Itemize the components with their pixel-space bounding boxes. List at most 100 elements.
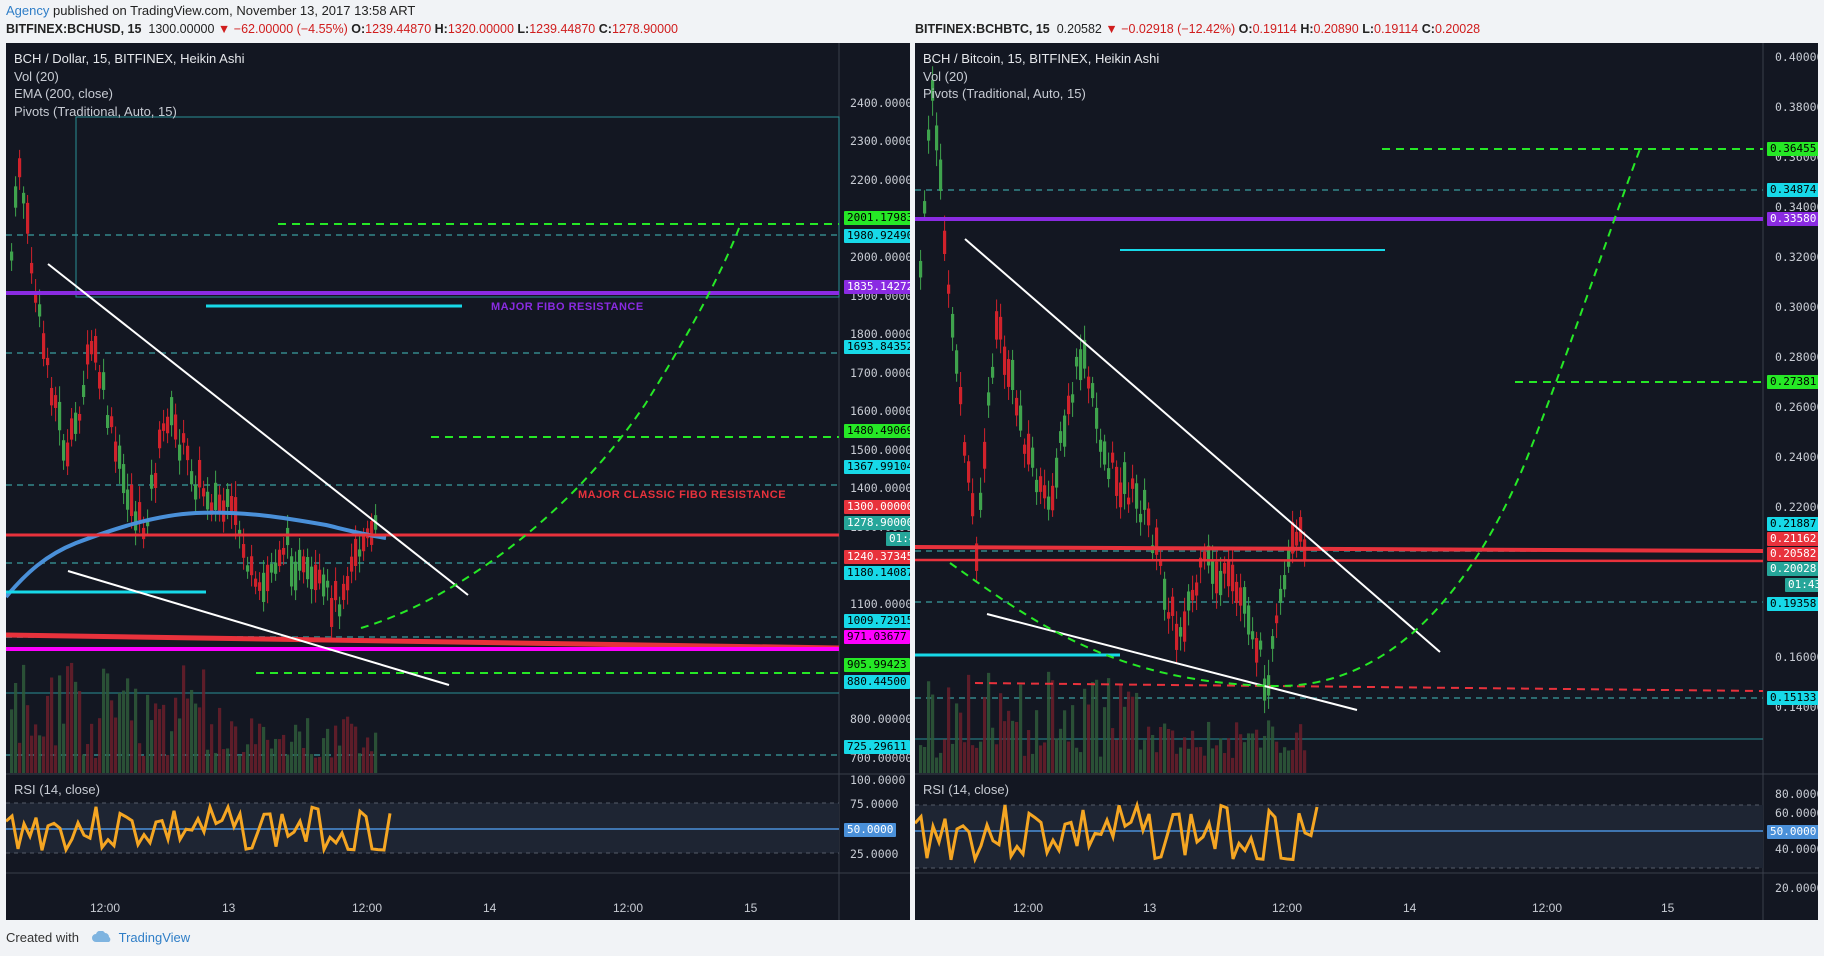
- right-chart-panel[interactable]: BCH / Bitcoin, 15, BITFINEX, Heikin Ashi…: [915, 43, 1818, 920]
- volume-bar: [1087, 704, 1091, 773]
- red-resistance-line[interactable]: [915, 545, 1764, 553]
- candle-body: [1287, 549, 1291, 567]
- descending-trendline[interactable]: [964, 238, 1441, 653]
- price-tick-label: 2200.00000: [850, 173, 910, 187]
- right-open: 0.19114: [1252, 22, 1297, 36]
- price-tick-label: 2400.00000: [850, 96, 910, 110]
- volume-bar: [1007, 710, 1011, 773]
- volume-bar: [1255, 729, 1259, 773]
- lower-trendline[interactable]: [67, 570, 450, 686]
- candle-body: [178, 444, 182, 461]
- volume-bar: [1031, 753, 1035, 773]
- volume-bar: [94, 757, 98, 773]
- volume-bar: [1067, 741, 1071, 773]
- candle-body: [114, 441, 118, 462]
- volume-bar: [338, 745, 342, 773]
- right-chart-canvas[interactable]: [915, 43, 1818, 920]
- volume-bar: [1035, 710, 1039, 773]
- volume-bar: [1155, 752, 1159, 773]
- volume-bar: [130, 720, 134, 773]
- volume-bar: [194, 703, 198, 773]
- candle-body: [1091, 383, 1095, 399]
- volume-bar: [1243, 742, 1247, 773]
- volume-bar: [1027, 730, 1031, 773]
- volume-bar: [234, 726, 238, 773]
- volume-bar: [154, 703, 158, 773]
- descending-trendline[interactable]: [47, 263, 469, 596]
- candle-body: [30, 262, 34, 274]
- candle-body: [206, 491, 210, 510]
- volume-bar: [22, 664, 26, 773]
- lower-trendline[interactable]: [986, 613, 1358, 711]
- right-volume-indicator[interactable]: Vol (20): [923, 68, 968, 84]
- volume-bar: [1071, 705, 1075, 773]
- candle-body: [943, 230, 947, 255]
- volume-bar: [30, 735, 34, 773]
- volume-bar: [1215, 745, 1219, 773]
- left-symbol[interactable]: BITFINEX:BCHUSD, 15: [6, 22, 142, 36]
- candle-body: [82, 385, 86, 397]
- volume-bar: [134, 688, 138, 773]
- volume-bar: [186, 698, 190, 773]
- publish-info: published on TradingView.com, November 1…: [53, 3, 416, 18]
- classic-fibo-annotation[interactable]: MAJOR CLASSIC FIBO RESISTANCE: [578, 489, 787, 501]
- right-symbol[interactable]: BITFINEX:BCHBTC, 15: [915, 22, 1050, 36]
- volume-bar: [98, 718, 102, 773]
- volume-bar: [330, 757, 334, 773]
- volume-bar: [1139, 749, 1143, 773]
- candle-body: [306, 557, 310, 580]
- red-support-line[interactable]: [6, 632, 840, 651]
- left-pivots-indicator[interactable]: Pivots (Traditional, Auto, 15): [14, 103, 177, 119]
- candle-body: [86, 344, 90, 365]
- author-link[interactable]: Agency: [6, 3, 50, 18]
- red-resistance-line-2[interactable]: [915, 558, 1764, 563]
- volume-bar: [42, 736, 46, 773]
- candle-body: [995, 311, 999, 340]
- right-high: 0.20890: [1313, 22, 1359, 36]
- left-chart-canvas[interactable]: [6, 43, 910, 920]
- candle-body: [1191, 589, 1195, 601]
- candle-body: [1071, 394, 1075, 403]
- left-rsi-label[interactable]: RSI (14, close): [14, 782, 100, 797]
- candle-body: [963, 442, 967, 456]
- candle-body: [338, 604, 342, 617]
- red-dashed-support[interactable]: [974, 682, 1764, 692]
- volume-bar: [226, 748, 230, 773]
- candle-body: [22, 192, 26, 204]
- candle-body: [274, 562, 278, 574]
- candle-body: [1215, 561, 1219, 594]
- volume-bar: [110, 700, 114, 773]
- volume-bar: [282, 734, 286, 773]
- volume-bar: [1015, 721, 1019, 773]
- left-ema-indicator[interactable]: EMA (200, close): [14, 86, 113, 101]
- candle-body: [1203, 551, 1207, 561]
- left-candles: [10, 149, 378, 641]
- volume-bar: [1239, 734, 1243, 773]
- candle-body: [218, 494, 222, 514]
- tradingview-link[interactable]: TradingView: [118, 930, 191, 945]
- left-close-label: C:: [598, 22, 612, 36]
- volume-bar: [274, 738, 278, 773]
- candle-body: [346, 576, 350, 591]
- candle-body: [314, 564, 318, 591]
- volume-bar: [1195, 747, 1199, 773]
- volume-bar: [46, 695, 50, 773]
- left-volume-indicator[interactable]: Vol (20): [14, 68, 59, 84]
- price-tag: 1367.99104: [844, 460, 910, 474]
- volume-bar: [290, 741, 294, 773]
- right-rsi-label[interactable]: RSI (14, close): [923, 782, 1009, 797]
- left-chart-panel[interactable]: BCH / Dollar, 15, BITFINEX, Heikin Ashi …: [6, 43, 910, 920]
- right-pivots-indicator[interactable]: Pivots (Traditional, Auto, 15): [923, 86, 1086, 101]
- price-tick-label: 1400.00000: [850, 481, 910, 495]
- fibo-annotation[interactable]: MAJOR FIBO RESISTANCE: [491, 301, 644, 313]
- candle-body: [330, 597, 334, 627]
- volume-bar: [106, 673, 110, 773]
- price-tag: 2001.17983: [844, 211, 910, 225]
- volume-bar: [931, 694, 935, 773]
- candle-body: [975, 543, 979, 571]
- candle-body: [1279, 588, 1283, 603]
- candle-body: [354, 538, 358, 566]
